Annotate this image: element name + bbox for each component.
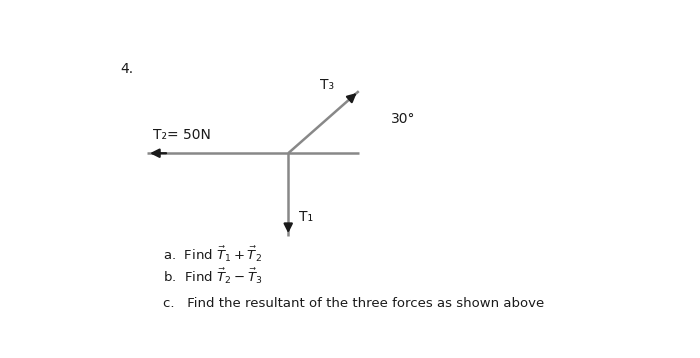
Text: c.   Find the resultant of the three forces as shown above: c. Find the resultant of the three force… (163, 297, 545, 310)
Text: T₂= 50N: T₂= 50N (153, 128, 211, 142)
Text: T₃: T₃ (320, 78, 334, 92)
Text: 4.: 4. (120, 62, 133, 76)
Text: T₁: T₁ (299, 210, 313, 224)
Text: a.  Find $\vec{T}_1 + \vec{T}_2$: a. Find $\vec{T}_1 + \vec{T}_2$ (163, 244, 262, 263)
Text: b.  Find $\vec{T}_2 - \vec{T}_3$: b. Find $\vec{T}_2 - \vec{T}_3$ (163, 266, 263, 286)
Text: 30°: 30° (391, 112, 416, 126)
